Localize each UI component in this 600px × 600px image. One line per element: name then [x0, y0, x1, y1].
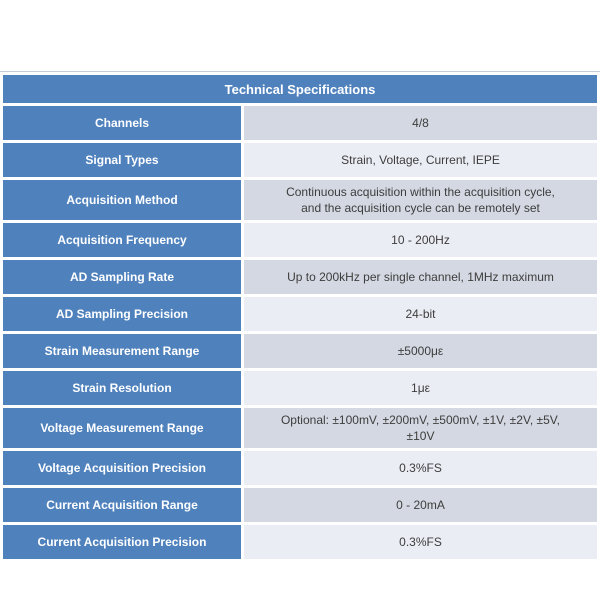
spec-label: Signal Types — [3, 143, 241, 177]
spec-label: AD Sampling Rate — [3, 260, 241, 294]
spec-value: 0.3%FS — [244, 525, 597, 559]
divider-line — [0, 71, 600, 72]
spec-label: AD Sampling Precision — [3, 297, 241, 331]
table-row: Voltage Acquisition Precision 0.3%FS — [3, 451, 597, 485]
table-title: Technical Specifications — [3, 75, 597, 103]
table-row: Acquisition Method Continuous acquisitio… — [3, 180, 597, 220]
spec-label: Channels — [3, 106, 241, 140]
spec-label: Current Acquisition Precision — [3, 525, 241, 559]
table-row: Strain Measurement Range ±5000με — [3, 334, 597, 368]
table-row: Current Acquisition Range 0 - 20mA — [3, 488, 597, 522]
spec-value: 0 - 20mA — [244, 488, 597, 522]
spec-value: Continuous acquisition within the acquis… — [244, 180, 597, 220]
spec-value: Up to 200kHz per single channel, 1MHz ma… — [244, 260, 597, 294]
table-row: Voltage Measurement Range Optional: ±100… — [3, 408, 597, 448]
spec-label: Strain Resolution — [3, 371, 241, 405]
spec-value: Optional: ±100mV, ±200mV, ±500mV, ±1V, ±… — [244, 408, 597, 448]
spec-value: 10 - 200Hz — [244, 223, 597, 257]
spec-label: Acquisition Method — [3, 180, 241, 220]
spec-label: Current Acquisition Range — [3, 488, 241, 522]
spec-value: Strain, Voltage, Current, IEPE — [244, 143, 597, 177]
spec-value: 0.3%FS — [244, 451, 597, 485]
table-row: AD Sampling Precision 24-bit — [3, 297, 597, 331]
table-row: Strain Resolution 1με — [3, 371, 597, 405]
spec-label: Strain Measurement Range — [3, 334, 241, 368]
spec-label: Voltage Acquisition Precision — [3, 451, 241, 485]
table-row: Current Acquisition Precision 0.3%FS — [3, 525, 597, 559]
table-row: Acquisition Frequency 10 - 200Hz — [3, 223, 597, 257]
spec-value: ±5000με — [244, 334, 597, 368]
table-row: Channels 4/8 — [3, 106, 597, 140]
table-row: AD Sampling Rate Up to 200kHz per single… — [3, 260, 597, 294]
spec-value: 4/8 — [244, 106, 597, 140]
table-row: Signal Types Strain, Voltage, Current, I… — [3, 143, 597, 177]
spec-value: 24-bit — [244, 297, 597, 331]
spec-label: Acquisition Frequency — [3, 223, 241, 257]
table-header-row: Technical Specifications — [3, 75, 597, 103]
spec-label: Voltage Measurement Range — [3, 408, 241, 448]
spec-table: Technical Specifications Channels 4/8 Si… — [0, 72, 600, 562]
table-body: Channels 4/8 Signal Types Strain, Voltag… — [3, 106, 597, 559]
spec-value: 1με — [244, 371, 597, 405]
